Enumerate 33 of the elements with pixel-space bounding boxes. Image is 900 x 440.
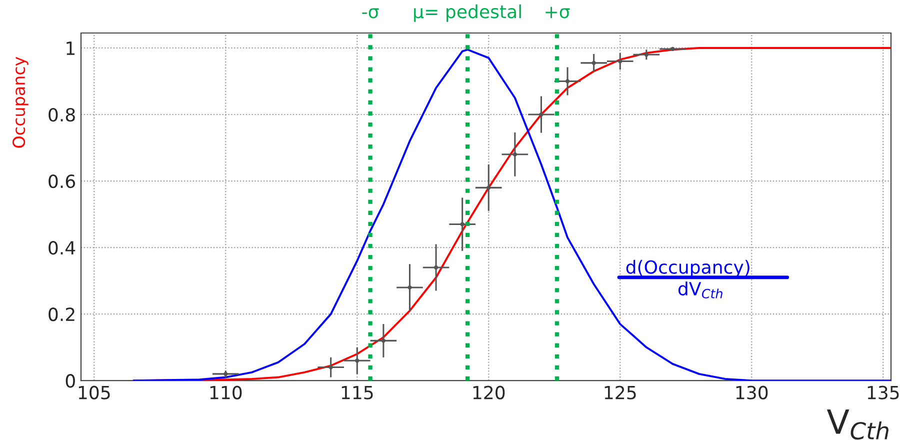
y-tick-label: 0 <box>66 374 75 388</box>
y-tick-label: 0.8 <box>48 108 75 122</box>
point <box>355 358 360 363</box>
point <box>512 152 518 156</box>
x-tick-label: 135 <box>868 386 899 400</box>
point <box>328 365 333 370</box>
ref-line-label: +σ <box>546 6 570 18</box>
point <box>618 59 622 64</box>
x-tick-label: 105 <box>78 386 110 400</box>
y-tick-label: 0.4 <box>48 241 76 255</box>
point <box>434 265 438 270</box>
point <box>565 79 570 84</box>
x-tick-label: 115 <box>342 386 373 400</box>
ref-line-label: -σ <box>362 8 379 18</box>
y-tick-label: 0.2 <box>48 308 74 322</box>
annotation: dV$_{Cth}$ <box>678 282 722 298</box>
y-tick-label: 0.6 <box>48 174 76 188</box>
y-axis-title: Occupancy <box>12 56 28 148</box>
point <box>539 112 544 117</box>
y-tick-label: 1 <box>66 42 74 55</box>
x-tick-label: 130 <box>736 386 768 400</box>
x-tick-label: 125 <box>604 386 636 400</box>
x-axis-title: V$_{Cth}$ <box>826 409 888 440</box>
point <box>592 60 596 66</box>
x-tick-label: 120 <box>473 386 505 400</box>
point <box>408 285 412 290</box>
point <box>381 338 386 343</box>
point <box>460 222 464 226</box>
annotation: d(Occupancy) <box>626 260 750 278</box>
ref-line-label: μ= pedestal <box>414 4 521 22</box>
point <box>486 186 491 190</box>
point <box>644 52 649 57</box>
x-tick-label: 110 <box>210 386 242 400</box>
